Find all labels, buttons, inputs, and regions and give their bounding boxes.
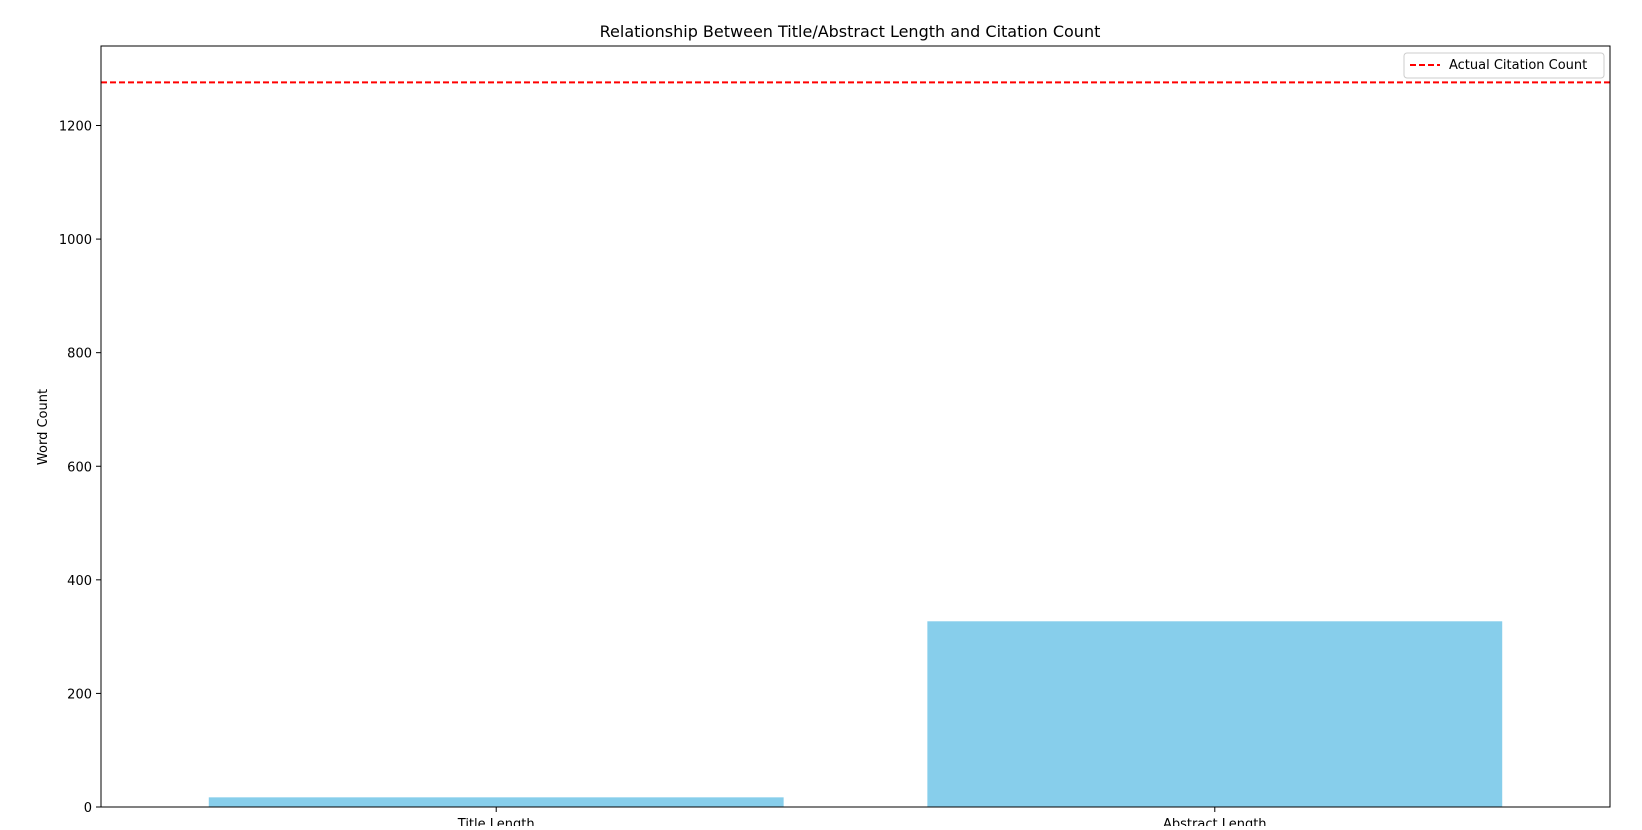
- y-tick-label: 600: [67, 460, 92, 475]
- y-tick-label: 200: [67, 687, 92, 702]
- y-tick-label: 400: [67, 574, 92, 589]
- plot-frame: [100, 45, 1611, 808]
- bar-title-length: [208, 797, 784, 807]
- legend: Actual Citation Count: [1403, 52, 1605, 79]
- y-axis-ticks: 0 200 400 600 800 1000 1200: [59, 120, 101, 816]
- y-tick-label: 1200: [59, 120, 92, 135]
- x-tick-label: Title Length: [457, 817, 535, 826]
- y-tick-label: 0: [84, 801, 92, 816]
- legend-label: Actual Citation Count: [1449, 58, 1587, 73]
- bar-abstract-length: [927, 621, 1503, 807]
- x-axis-ticks: Title Length Abstract Length: [457, 807, 1267, 830]
- x-tick-label: Abstract Length: [1163, 817, 1267, 826]
- y-tick-label: 800: [67, 347, 92, 362]
- y-axis-label: Word Count: [36, 389, 51, 465]
- bars-group: [208, 621, 1503, 807]
- legend-box: [1403, 52, 1605, 79]
- chart-title: Relationship Between Title/Abstract Leng…: [600, 22, 1101, 41]
- y-tick-label: 1000: [59, 233, 92, 248]
